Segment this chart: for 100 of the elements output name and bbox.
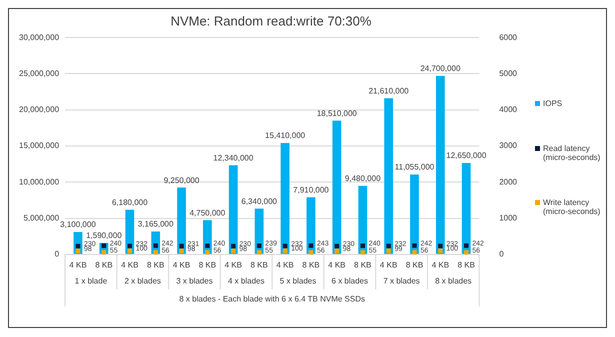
data-label: 12,650,000 [446,151,487,160]
x-tick-label: 4 KB [276,260,294,270]
x-tick-label: 8 KB [250,260,268,270]
point [282,244,288,248]
x-tick-label: 8 KB [95,260,113,270]
text: 8 x blades [435,276,472,286]
data-label: 12,340,000 [213,153,254,162]
legend-label: Read latency (micro-seconds) [543,144,602,162]
bar [410,174,419,254]
point [334,244,340,248]
point [256,250,262,254]
point [179,248,184,254]
point [464,250,469,254]
data-label: 1,590,000 [86,231,122,240]
y-tick-label: 25,000,000 [18,68,60,78]
y2-tick-label: 3000 [499,141,518,150]
text: 2 x blades [124,276,161,286]
point [308,243,314,248]
point [282,248,288,254]
data-label: 7,910,000 [293,185,330,194]
legend-label: IOPS [543,99,562,108]
point [153,250,158,254]
bar [462,162,471,254]
x-tick-label: 8 KB [302,260,320,270]
data-label: 3,100,000 [60,220,96,230]
point [464,243,469,248]
text: 1 x blade [74,276,108,286]
point [76,248,80,254]
data-label: 6,180,000 [112,198,148,207]
y2-tick-label: 2000 [499,177,518,186]
point [386,248,391,254]
point [205,243,210,248]
text: 7 x blades [383,276,420,286]
x-tick-label: 8 KB [198,260,216,270]
y2-tick-label: 1000 [499,213,518,222]
x-tick-label: 4 KB [121,260,138,270]
text: 8 x blades - Each blade with 6 x 6.4 TB NVMe SSDs [179,294,365,304]
x-tick-label: 4 KB [328,260,346,270]
data-label: 9,480,000 [344,174,382,184]
text: 6 x blades [332,276,368,286]
point [127,244,132,248]
point [438,248,443,254]
point [127,248,132,254]
y2-tick-label: 0 [499,250,504,259]
y-tick-label: 30,000,000 [18,32,60,42]
text: 3 x blades [176,276,213,286]
point [438,244,443,248]
x-tick-label: 8 KB [406,260,424,270]
x-tick-label: 8 KB [146,260,164,270]
point [386,244,391,248]
y-tick-label: 20,000,000 [18,105,60,114]
bar [384,98,394,254]
point [205,250,210,254]
point [102,243,106,248]
y-tick-label: 15,000,000 [18,141,60,150]
data-label: 11,055,000 [394,162,435,172]
data-label: 6,340,000 [241,196,278,206]
bar [436,76,445,254]
point [102,250,106,254]
point [334,248,340,254]
y-tick-label: 5,000,000 [23,213,60,222]
point [256,243,262,248]
text: 5 x blades [280,276,316,286]
point [231,244,236,248]
y-tick-label: 10,000,000 [18,177,60,186]
point [179,244,184,248]
point [231,248,236,254]
point [412,243,417,248]
data-label: 21,610,000 [368,86,410,96]
y2-tick-label: 4000 [499,105,518,114]
bar [306,197,316,254]
data-label: 15,410,000 [265,131,306,140]
point [153,243,158,248]
point [360,243,365,248]
data-label: 24,700,000 [420,64,461,74]
point [412,250,417,254]
x-tick-label: 4 KB [69,260,87,270]
data-label: 3,165,000 [138,220,174,229]
legend-label: Write latency (micro-seconds) [543,198,602,216]
y2-tick-label: 6000 [499,32,518,42]
x-tick-label: 8 KB [458,260,475,270]
x-tick-label: 4 KB [432,260,450,270]
bar [332,120,342,254]
bar [228,165,238,254]
bar [358,186,368,254]
y2-tick-label: 5000 [499,68,518,78]
data-label: 9,250,000 [164,176,200,185]
data-label: 18,510,000 [316,108,358,118]
point [76,244,80,248]
bar [254,208,264,254]
bar [177,188,186,254]
bar [280,143,290,254]
x-tick-label: 4 KB [172,260,190,270]
data-label: 4,750,000 [190,208,226,218]
x-tick-label: 4 KB [224,260,242,270]
y-tick-label: 0 [54,250,60,259]
chart-title: NVMe: Random read:write 70:30% [170,13,372,28]
point [308,250,314,254]
x-tick-label: 4 KB [380,260,398,270]
x-tick-label: 8 KB [354,260,372,270]
